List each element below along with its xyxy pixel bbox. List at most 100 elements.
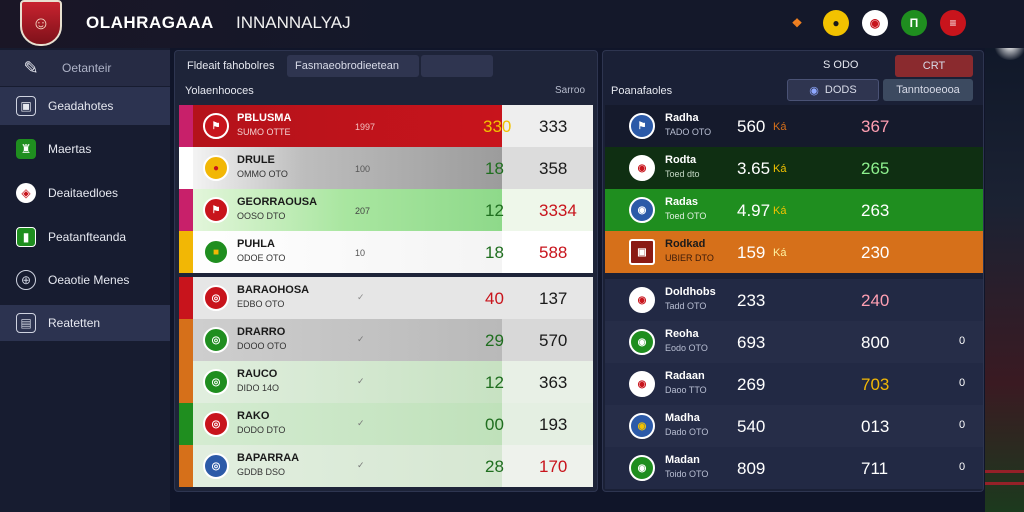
- left-panel: Fldeait fahobolres Fasmaeobrodieetean Yo…: [174, 50, 598, 492]
- team-name: DRARRO: [237, 326, 286, 338]
- shield-icon[interactable]: Π: [901, 10, 927, 36]
- result-row[interactable]: ▣ Rodkad UBIER DTO 159 Ká 230: [605, 231, 983, 273]
- result-stat-2: 703: [861, 375, 890, 394]
- app-title: OLAHRAGAAA: [86, 13, 214, 32]
- team-sub: TADO OTO: [665, 127, 712, 137]
- result-stat-2: 240: [861, 291, 890, 310]
- team-name: RAUCO: [237, 368, 278, 380]
- team-sub: Dado OTO: [665, 427, 709, 437]
- team-name: Radas: [665, 196, 699, 208]
- check-icon: ✓: [357, 418, 365, 428]
- team-sub: Toed OTO: [665, 211, 707, 221]
- club-crest-icon[interactable]: ☺: [20, 0, 62, 46]
- team-badge-icon: ◉: [629, 197, 655, 223]
- team-sub: Daoo TTO: [665, 385, 707, 395]
- result-row[interactable]: ◉ Rodta Toed dto 3.65 Ká 265: [605, 147, 983, 189]
- team-sub: Toido OTO: [665, 469, 709, 479]
- sidebar-item-4[interactable]: ⊕ Oeaotie Menes: [0, 261, 170, 299]
- result-row[interactable]: ◉ Madha Dado OTO 540 013 0: [605, 405, 983, 447]
- team-sub: Toed dto: [665, 169, 700, 179]
- ball-icon[interactable]: ◉: [862, 10, 888, 36]
- pencil-icon[interactable]: ✎: [23, 57, 39, 78]
- table-row[interactable]: ◎ DRARRO DOOO OTO ✓ 29 570: [179, 319, 593, 361]
- sidebar-item-2[interactable]: ◈ Deaitaedloes: [0, 174, 170, 212]
- trophy-icon[interactable]: ●: [823, 10, 849, 36]
- check-icon: ✓: [357, 376, 365, 386]
- left-tab-3[interactable]: [421, 55, 493, 77]
- sidebar-item-label: Geadahotes: [48, 99, 114, 113]
- team-stat-2: 3334: [539, 201, 577, 220]
- result-stat-2: 800: [861, 333, 890, 352]
- row-strip: [179, 277, 193, 319]
- right-pill-1[interactable]: ◉ DODS: [787, 79, 879, 101]
- team-name: RAKO: [237, 410, 270, 422]
- result-row[interactable]: ⚑ Radha TADO OTO 560 Ká 367: [605, 105, 983, 147]
- team-sub: Eodo OTO: [665, 343, 708, 353]
- table-row[interactable]: ◎ BAPARRAA GDDB DSO ✓ 28 170: [179, 445, 593, 487]
- sidebar-item-5[interactable]: ▤ Reatetten: [0, 305, 170, 341]
- team-sub: EDBO OTO: [237, 299, 285, 309]
- team-stat-2: 333: [539, 117, 568, 136]
- team-stat-1: 28: [485, 457, 504, 476]
- result-stat-2: 711: [861, 459, 889, 478]
- sidebar-item-label: Deaitaedloes: [48, 186, 119, 200]
- team-sub: ODOE OTO: [237, 253, 286, 263]
- result-stat-2: 013: [861, 417, 890, 436]
- table-row[interactable]: ◎ RAKO DODO DTO ✓ 00 193: [179, 403, 593, 445]
- result-unit: Ká: [773, 205, 787, 217]
- team-stat-1: 40: [485, 289, 504, 308]
- result-row[interactable]: ◉ Radaan Daoo TTO 269 703 0: [605, 363, 983, 405]
- search-label: Oetanteir: [62, 61, 112, 75]
- right-heading: Poanafaoles: [611, 85, 673, 97]
- team-badge-icon: ◎: [203, 285, 229, 311]
- left-tab-2-label: Fasmaeobrodieetean: [295, 60, 399, 72]
- table-row[interactable]: ◎ RAUCO DIDO 14O ✓ 12 363: [179, 361, 593, 403]
- result-stat-1: 809: [737, 459, 766, 478]
- backdrop-stripe: [985, 482, 1024, 485]
- row-strip: [179, 189, 193, 231]
- result-unit: Ká: [773, 121, 787, 133]
- left-heading: Yolaenhooces: [185, 85, 254, 97]
- team-badge-icon: ⚑: [203, 113, 229, 139]
- result-row[interactable]: ◉ Doldhobs Tadd OTO 233 240: [605, 279, 983, 321]
- right-top-button[interactable]: CRT: [895, 55, 973, 77]
- table-row[interactable]: ◎ BARAOHOSA EDBO OTO ✓ 40 137: [179, 277, 593, 319]
- result-row[interactable]: ◉ Reoha Eodo OTO 693 800 0: [605, 321, 983, 363]
- result-row[interactable]: ◉ Madan Toido OTO 809 711 0: [605, 447, 983, 489]
- app-subtitle: INNANNALYAJ: [236, 13, 351, 32]
- table-row[interactable]: ⚑ GEORRAOUSA OOSO DTO 207 12 3334: [179, 189, 593, 231]
- search-row[interactable]: ✎: [0, 50, 170, 86]
- sidebar-item-label: Peatanfteanda: [48, 230, 127, 244]
- sidebar-search[interactable]: ✎ Oetanteir: [0, 50, 170, 86]
- flag-icon[interactable]: ≡: [940, 10, 966, 36]
- sidebar-item-0[interactable]: ▣ Geadahotes: [0, 87, 170, 125]
- right-pill-2[interactable]: Tanntooeooa: [883, 79, 973, 101]
- table-row[interactable]: ■ PUHLA ODOE OTO 10 18 588: [179, 231, 593, 273]
- team-stat-2: 363: [539, 373, 568, 392]
- flame-icon[interactable]: ❖: [791, 16, 803, 30]
- result-stat-1: 233: [737, 291, 766, 310]
- team-stat-1: 12: [485, 373, 504, 392]
- right-pill-1-label: DODS: [824, 84, 857, 96]
- table-row[interactable]: ⚑ PBLUSMA SUMO OTTE 1997 330 333: [179, 105, 593, 147]
- left-tab-2[interactable]: Fasmaeobrodieetean: [287, 55, 419, 77]
- result-stat-1: 3.65: [737, 159, 771, 178]
- team-badge-icon: ◉: [629, 413, 655, 439]
- team-stat-2: 588: [539, 243, 568, 262]
- left-tab-1[interactable]: Fldeait fahobolres: [187, 60, 275, 72]
- result-stat-2: 230: [861, 243, 890, 262]
- table-row[interactable]: ● DRULE OMMO OTO 100 18 358: [179, 147, 593, 189]
- team-name: GEORRAOUSA: [237, 196, 318, 208]
- sidebar-item-1[interactable]: ♜ Maertas: [0, 130, 170, 168]
- team-badge-icon: ●: [203, 155, 229, 181]
- result-stat-1: 159: [737, 243, 766, 262]
- sidebar-item-3[interactable]: ▮ Peatanfteanda: [0, 218, 170, 256]
- result-row[interactable]: ◉ Radas Toed OTO 4.97 Ká 263: [605, 189, 983, 231]
- team-name: Madha: [665, 412, 700, 424]
- team-badge-icon: ◉: [629, 155, 655, 181]
- team-name: Rodkad: [665, 238, 706, 250]
- team-sub: DOOO OTO: [237, 341, 287, 351]
- result-stat-1: 693: [737, 333, 766, 352]
- sidebar-item-label: Reatetten: [48, 316, 101, 330]
- team-badge-icon: ◎: [203, 369, 229, 395]
